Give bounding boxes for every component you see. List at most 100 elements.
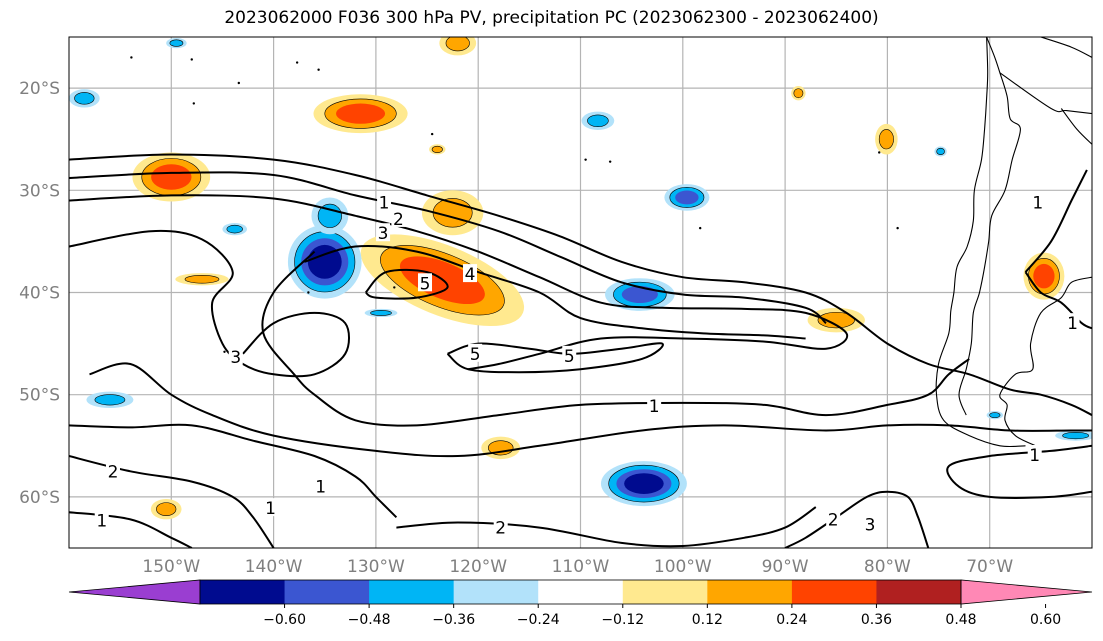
contour-label-bg [418,273,433,292]
precip-cell [1055,430,1092,441]
lon-tick-label: 100°W [654,557,712,577]
lat-tick-label: 20°S [19,79,60,99]
precip-cell [439,37,477,56]
island-mark [192,102,196,105]
colorbar-tick-label: −0.12 [601,612,644,628]
precip-level [624,473,664,494]
precip-level [151,164,192,190]
island-mark [237,81,241,85]
precip-level [878,129,894,150]
coastline-segment [935,37,1026,448]
precip-level [989,412,1001,419]
contour-label: 1 [96,511,107,531]
contour-label-bg [377,192,392,211]
lon-tick-labels: 150°W 140°W 130°W 120°W 110°W 100°W 90°W 80°W 70… [142,557,1013,577]
colorbar-bin [200,580,286,604]
colorbar-tick-label: 0.36 [861,612,892,628]
coastline-segment [999,276,1092,447]
contour-label: 1 [649,397,660,417]
contour-label: 3 [378,224,389,244]
pv-contour-line [69,171,827,324]
contour-label-bg [228,346,243,365]
island-mark [584,158,587,161]
precip-level [74,92,95,105]
colorbar [68,579,1093,605]
contour-label-bg [1030,192,1045,211]
lat-tick-label: 40°S [19,284,60,304]
coastline-layer [130,37,1092,448]
contour-label: 1 [1029,446,1040,466]
precip-level [226,224,243,234]
precip-cell [287,225,362,299]
lon-tick-label: 130°W [347,557,405,577]
colorbar-extend-max [960,579,1093,605]
island-mark [223,350,226,353]
lon-tick-label: 110°W [552,557,610,577]
colorbar-bin [622,580,708,604]
lat-tick-labels: 20°S 30°S 40°S 50°S 60°S [19,79,60,508]
lat-tick-label: 50°S [19,386,60,406]
precip-cell [150,498,182,520]
lon-tick-label: 80°W [864,557,911,577]
contour-label-bg [391,208,406,227]
island-mark [878,151,881,154]
coastline-segment [1040,37,1092,58]
precip-level [621,286,658,304]
contour-label-bg [493,517,508,536]
island-mark [698,226,702,230]
colorbar-bin [707,580,793,604]
precip-cell [986,411,1003,420]
pv-contour-line [1024,169,1088,273]
lon-tick-label: 140°W [245,557,303,577]
contour-label: 1 [379,194,390,214]
precip-level [1033,263,1055,289]
contour-label: 2 [828,510,839,530]
precip-level [370,310,392,316]
island-mark [307,291,310,294]
precip-level [169,39,184,47]
contour-label-bg [263,498,278,517]
colorbar-tick-label: −0.24 [517,612,560,628]
precip-cell [429,144,446,155]
precip-cell [581,111,615,131]
precip-cell [605,278,675,311]
colorbar-frame [199,579,962,605]
contour-label: 5 [470,345,481,365]
precip-level [184,274,220,284]
precip-cell [69,89,100,108]
contour-label-bg [647,395,662,414]
colorbar-tick-label: 0.60 [1030,612,1061,628]
precip-cell [600,461,687,507]
pv-contour-line [1024,271,1092,330]
pv-contour-line [69,153,1092,416]
colorbar-tick-label: −0.60 [263,612,306,628]
contour-label: 2 [108,462,119,482]
contour-label-bg [94,510,109,529]
colorbar-bin [791,580,877,604]
island-mark [130,56,133,59]
precip-level [336,103,386,124]
colorbar-tick-label: −0.36 [432,612,475,628]
contour-label: 1 [1032,194,1043,214]
precip-cell [132,152,211,202]
contour-label: 3 [865,515,876,535]
colorbar-bin [369,580,455,604]
contour-label: 4 [465,265,476,285]
contour-label: 5 [420,274,431,294]
precip-cell [364,308,398,318]
pv-contour-line [69,423,398,519]
precip-level [587,114,609,127]
chart-title: 2023062000 F036 300 hPa PV, precipitatio… [224,8,879,28]
pv-contour-line [446,342,664,374]
coastline-segment [1060,108,1092,145]
precipitation-layer [69,37,1092,520]
colorbar-bin [284,580,370,604]
precip-cell [807,307,865,333]
contour-label: 1 [265,499,276,519]
precip-level [156,502,177,517]
precip-level [94,394,126,406]
colorbar-extend-min [68,579,201,605]
contour-label-bg [463,264,478,283]
precip-cell [1023,252,1065,300]
